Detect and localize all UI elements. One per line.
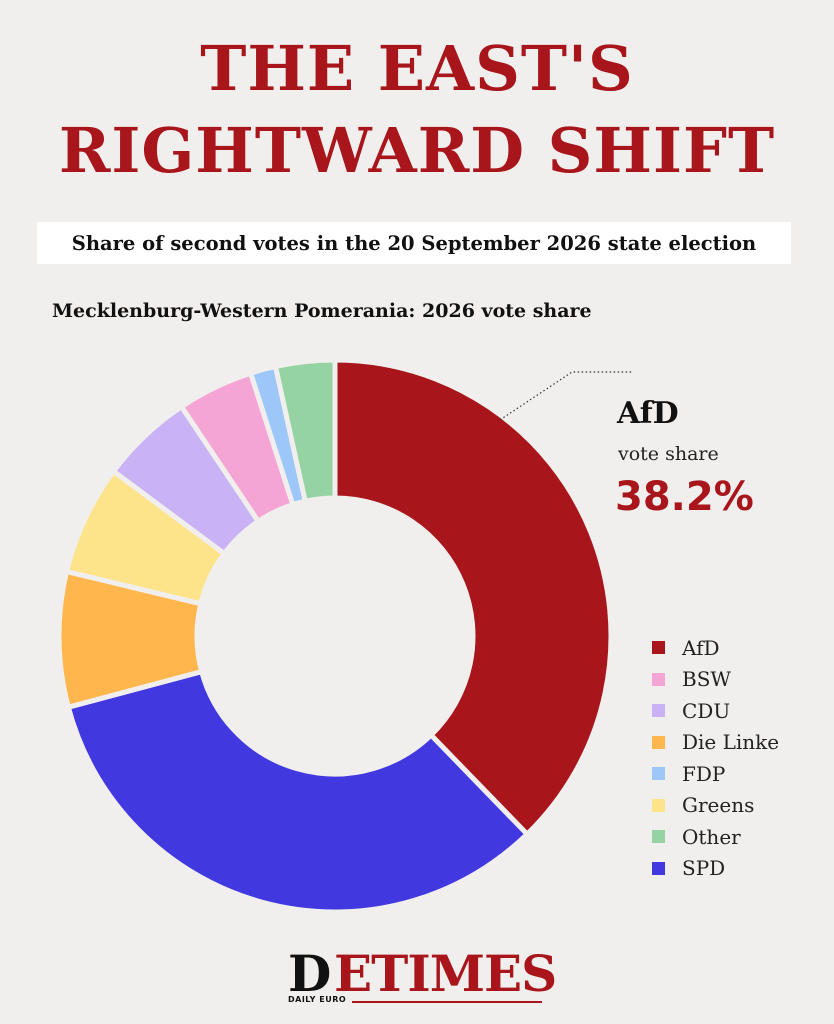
callout-value: 38.2% — [615, 474, 754, 520]
legend-label: SPD — [682, 856, 726, 881]
legend-label: AfD — [682, 635, 720, 660]
legend-item-afd: AfD — [652, 632, 779, 664]
legend-item-die-linke: Die Linke — [652, 727, 779, 759]
headline-line-2: RIGHTWARD SHIFT — [58, 114, 776, 187]
legend-swatch — [652, 767, 665, 781]
headline: THE EAST'S RIGHTWARD SHIFT — [0, 28, 834, 192]
legend: AfD BSW CDU Die Linke FDP Greens Other SPD — [652, 632, 779, 884]
legend-item-cdu: CDU — [652, 695, 779, 727]
legend-swatch — [652, 704, 665, 718]
legend-item-bsw: BSW — [652, 664, 779, 696]
subtitle: Share of second votes in the 20 Septembe… — [71, 231, 757, 255]
legend-swatch — [652, 861, 665, 875]
logo-tagline: DAILY EURO — [288, 995, 347, 1004]
callout-label: vote share — [618, 443, 719, 465]
chart-title: Mecklenburg-Western Pomerania: 2026 vote… — [52, 300, 592, 322]
legend-swatch — [652, 830, 665, 844]
legend-item-greens: Greens — [652, 790, 779, 822]
callout-party: AfD — [617, 396, 679, 431]
legend-item-fdp: FDP — [652, 758, 779, 790]
legend-item-other: Other — [652, 821, 779, 853]
legend-swatch — [652, 641, 665, 655]
legend-item-spd: SPD — [652, 853, 779, 885]
legend-label: CDU — [682, 698, 731, 723]
legend-swatch — [652, 672, 665, 686]
legend-label: Other — [682, 824, 741, 849]
logo-wordmark: ETIMES — [334, 944, 557, 1003]
slice-other — [272, 357, 338, 505]
legend-label: FDP — [682, 761, 726, 786]
legend-swatch — [652, 798, 665, 812]
legend-swatch — [652, 735, 665, 749]
donut-slices — [56, 357, 614, 915]
slice-spd — [65, 668, 531, 915]
callout-leader-line — [499, 371, 632, 421]
legend-label: BSW — [682, 667, 731, 692]
logo-mark: D — [288, 944, 332, 1003]
legend-label: Greens — [682, 793, 755, 818]
subtitle-banner: Share of second votes in the 20 Septembe… — [37, 222, 791, 264]
slice-afd — [332, 357, 614, 838]
headline-line-1: THE EAST'S — [200, 32, 634, 105]
legend-label: Die Linke — [682, 730, 780, 755]
logo-underline — [352, 1001, 542, 1003]
publisher-logo: D ETIMES DAILY EURO — [282, 944, 557, 1007]
